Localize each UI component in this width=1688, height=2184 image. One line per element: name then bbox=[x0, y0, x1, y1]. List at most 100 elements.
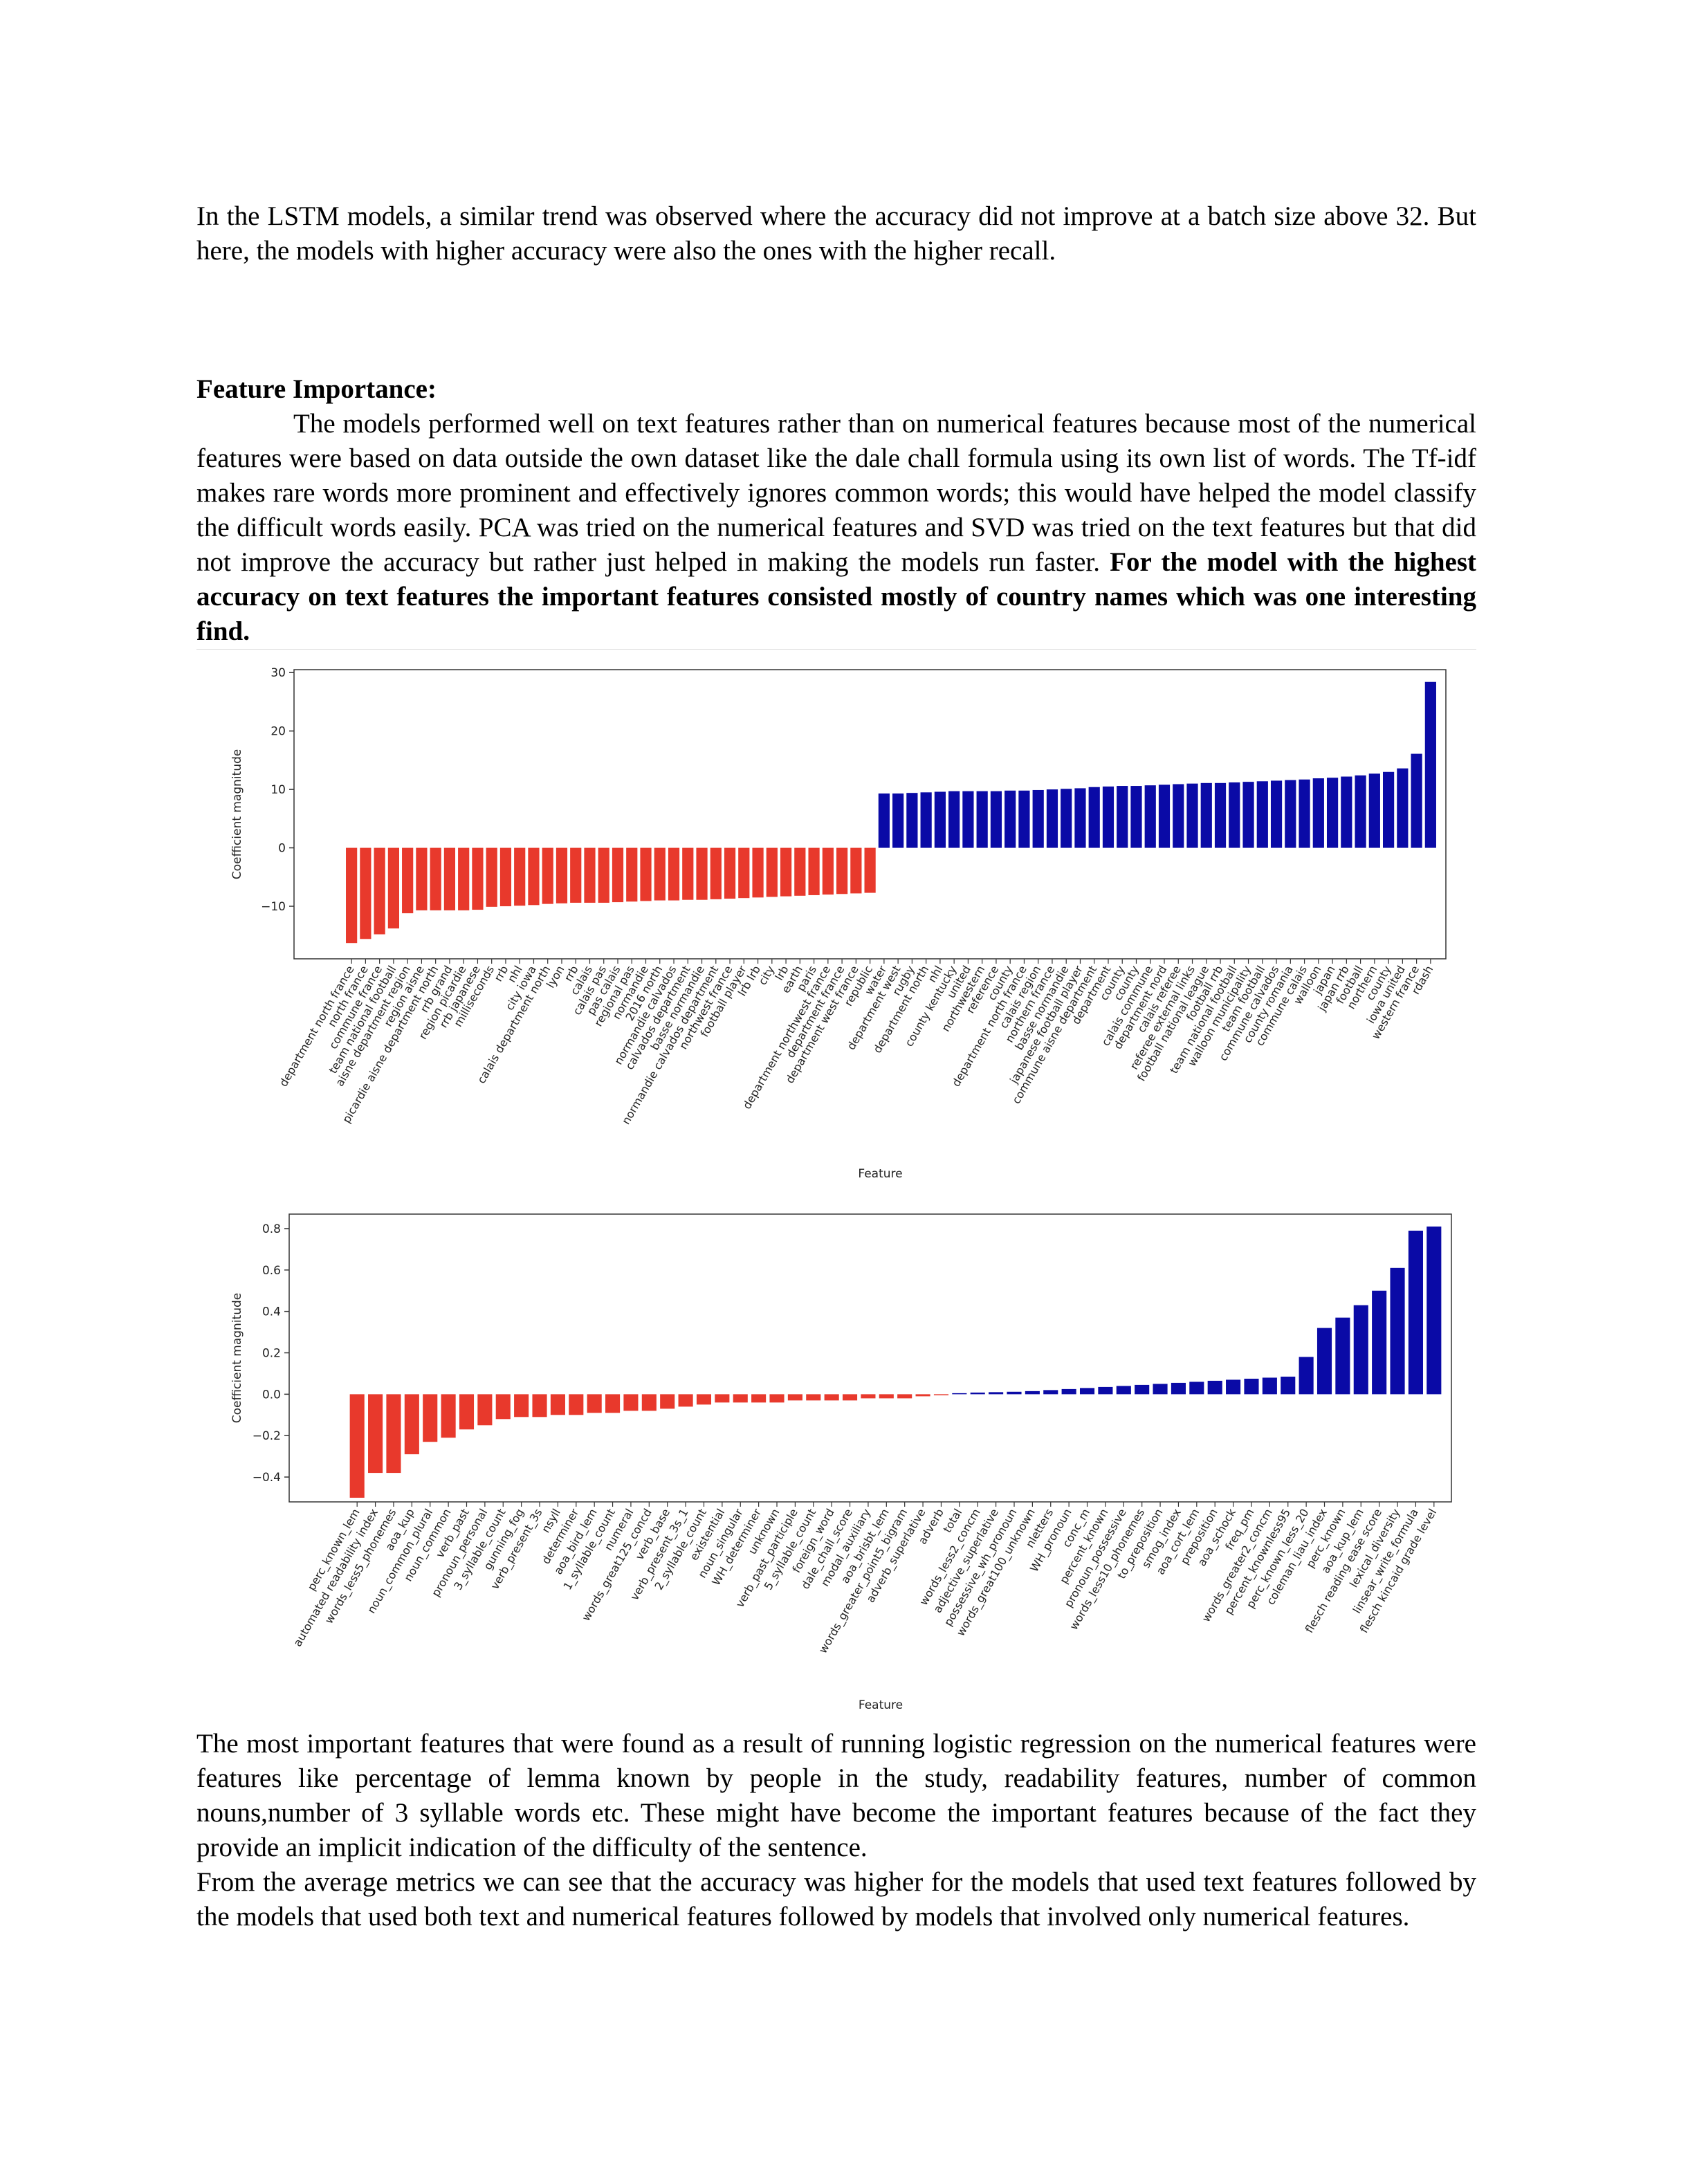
bar bbox=[623, 1394, 639, 1411]
bar bbox=[1355, 775, 1366, 848]
bar bbox=[349, 1394, 365, 1498]
bar bbox=[459, 1394, 475, 1430]
bar bbox=[864, 847, 876, 893]
bar bbox=[584, 847, 596, 903]
bar bbox=[386, 1394, 401, 1474]
bar bbox=[1390, 1267, 1405, 1395]
bar bbox=[897, 1394, 912, 1399]
bar bbox=[1335, 1317, 1350, 1395]
x-tick-label: automated readability index bbox=[291, 1507, 380, 1649]
bar bbox=[1242, 782, 1254, 848]
x-axis-label: Feature bbox=[858, 1167, 902, 1181]
bar bbox=[1408, 1230, 1423, 1395]
bar bbox=[752, 847, 764, 898]
bar bbox=[598, 847, 609, 903]
bar bbox=[934, 791, 946, 848]
bar bbox=[1186, 783, 1198, 848]
bar bbox=[641, 1394, 657, 1411]
bar bbox=[458, 847, 470, 910]
bar bbox=[441, 1394, 456, 1438]
bar bbox=[1074, 788, 1086, 848]
bar bbox=[733, 1394, 748, 1403]
bar bbox=[794, 847, 806, 896]
bar bbox=[570, 847, 582, 903]
bar bbox=[696, 847, 708, 900]
bar bbox=[1173, 784, 1184, 848]
bar bbox=[1061, 1388, 1076, 1395]
bar bbox=[514, 847, 526, 906]
numerical-features-coefficient-chart: −0.4 −0.2 0.0 0.2 0.4 0.6 0.8 Coefficient magni… bbox=[0, 1207, 1688, 1719]
bar bbox=[404, 1394, 419, 1455]
bar bbox=[443, 847, 456, 910]
y-tick-label: 30 bbox=[270, 666, 286, 680]
bar bbox=[1229, 782, 1240, 848]
bar bbox=[556, 847, 568, 903]
y-tick-label: 0.2 bbox=[262, 1347, 281, 1361]
bar bbox=[787, 1394, 802, 1401]
bar bbox=[990, 791, 1002, 848]
y-tick-label: 0.6 bbox=[262, 1264, 281, 1278]
bar bbox=[892, 793, 904, 848]
bar bbox=[1116, 1386, 1131, 1395]
bar bbox=[416, 847, 428, 910]
bar bbox=[822, 847, 834, 895]
bar bbox=[769, 1394, 785, 1403]
bar bbox=[933, 1394, 949, 1395]
bar bbox=[1043, 1390, 1058, 1395]
bar bbox=[836, 847, 848, 894]
bar bbox=[1032, 789, 1044, 848]
bar bbox=[528, 847, 540, 906]
y-tick-label: 0.0 bbox=[262, 1388, 281, 1402]
bar bbox=[1312, 778, 1324, 848]
bar bbox=[724, 847, 736, 899]
bar bbox=[654, 847, 666, 901]
bar bbox=[1079, 1388, 1095, 1395]
bar bbox=[1144, 785, 1156, 848]
y-tick-label: 20 bbox=[270, 725, 286, 739]
bar bbox=[1004, 790, 1016, 848]
bar bbox=[477, 1394, 493, 1426]
bar bbox=[542, 847, 553, 904]
bar bbox=[486, 847, 497, 907]
bar bbox=[738, 847, 750, 899]
bar bbox=[569, 1394, 584, 1415]
bar bbox=[970, 1392, 985, 1395]
bar bbox=[1046, 789, 1058, 848]
bar bbox=[360, 847, 371, 939]
y-tick-label: 0.8 bbox=[262, 1222, 281, 1236]
numerical-results-paragraph: The most important features that were fo… bbox=[196, 1729, 1476, 1862]
bar bbox=[715, 1394, 730, 1403]
bar bbox=[640, 847, 652, 901]
bar bbox=[824, 1394, 839, 1401]
average-metrics-paragraph: From the average metrics we can see that… bbox=[196, 1867, 1476, 1931]
bar bbox=[1326, 778, 1339, 848]
bar bbox=[1214, 782, 1227, 848]
y-tick-label: 10 bbox=[270, 783, 286, 797]
numerical-features-chart-svg: −0.4 −0.2 0.0 0.2 0.4 0.6 0.8 Coefficient magni… bbox=[230, 1213, 1452, 1712]
section-heading: Feature Importance: bbox=[196, 374, 437, 404]
bar bbox=[1158, 784, 1171, 848]
bar bbox=[780, 847, 792, 897]
bar bbox=[1025, 1391, 1040, 1395]
feature-importance-bold-text: For the model with the highest accuracy … bbox=[196, 547, 1477, 646]
bar bbox=[430, 847, 441, 910]
bar bbox=[878, 793, 890, 848]
bar bbox=[808, 847, 820, 895]
bar bbox=[766, 847, 778, 897]
bar bbox=[915, 1394, 930, 1397]
bar bbox=[612, 847, 624, 903]
bar bbox=[1285, 780, 1296, 848]
bar bbox=[387, 847, 399, 929]
bar bbox=[1353, 1305, 1368, 1395]
bar bbox=[605, 1394, 621, 1413]
bar bbox=[678, 1394, 693, 1407]
bar bbox=[1372, 1290, 1387, 1395]
bar bbox=[806, 1394, 821, 1401]
bar bbox=[1299, 779, 1310, 848]
bar bbox=[1256, 781, 1268, 848]
bar bbox=[879, 1394, 894, 1399]
bar bbox=[514, 1394, 529, 1417]
bar bbox=[1098, 1386, 1113, 1395]
bar bbox=[499, 847, 512, 906]
